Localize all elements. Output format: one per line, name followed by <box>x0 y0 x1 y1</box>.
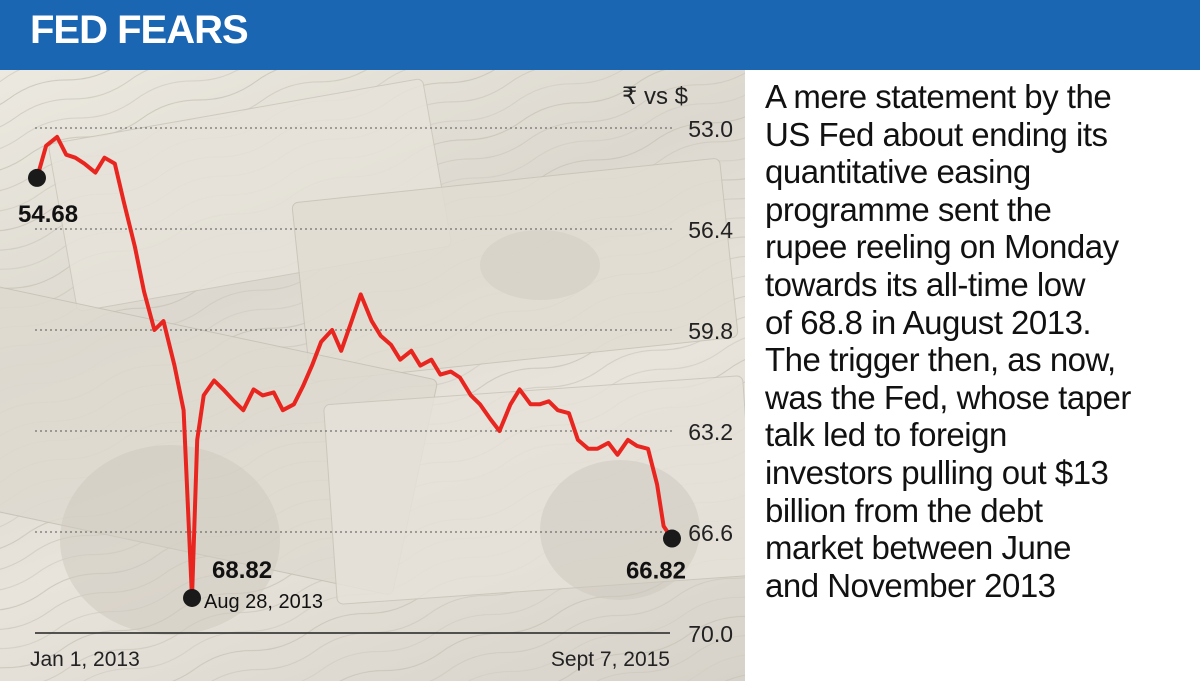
description-line: of 68.8 in August 2013. <box>765 303 1092 341</box>
description-line: rupee reeling on Monday <box>765 228 1119 266</box>
line-chart: 53.0 56.4 59.8 63.2 66.6 70.0 ₹ vs $ 54.68 68.… <box>0 70 745 681</box>
y-tick-label: 56.4 <box>688 217 733 243</box>
grid-lines <box>35 127 672 533</box>
description-line: quantitative easing <box>765 153 1031 191</box>
y-tick-label: 63.2 <box>688 419 733 445</box>
y-tick-label: 53.0 <box>688 116 733 142</box>
description-line: market between June <box>765 529 1072 567</box>
y-tick-label: 59.8 <box>688 318 733 344</box>
description-line: The trigger then, as now, <box>765 341 1116 379</box>
annotation-marker <box>183 588 202 607</box>
y-tick-label: 70.0 <box>688 621 733 647</box>
description-line: programme sent the <box>765 190 1052 228</box>
description-line: A mere statement by the <box>765 78 1112 115</box>
description-line: investors pulling out $13 <box>765 453 1109 491</box>
x-start-label: Jan 1, 2013 <box>30 648 140 671</box>
exchange-rate-line <box>35 134 674 600</box>
description-line: US Fed about ending its <box>765 115 1108 153</box>
annotation-value-label: 54.68 <box>18 201 78 228</box>
annotation-marker <box>28 168 46 187</box>
description-text: A mere statement by the US Fed about endi… <box>765 78 1185 604</box>
annotation-markers: 54.68 68.82 Aug 28, 2013 66.82 <box>18 168 686 613</box>
description-line: towards its all-time low <box>765 265 1085 303</box>
annotation-marker <box>663 529 681 548</box>
description-line: was the Fed, whose taper <box>765 378 1131 416</box>
description-line: billion from the debt <box>765 491 1043 529</box>
y-axis-ticks: 53.0 56.4 59.8 63.2 66.6 70.0 <box>688 116 733 647</box>
header-bar: FED FEARS <box>0 0 1200 70</box>
y-tick-label: 66.6 <box>688 520 733 546</box>
series-label: ₹ vs $ <box>622 83 688 110</box>
annotation-value-label: 66.82 <box>626 558 686 585</box>
description-line: talk led to foreign <box>765 416 1007 454</box>
annotation-value-label: 68.82 <box>212 557 272 584</box>
line-series <box>35 134 674 600</box>
x-end-label: Sept 7, 2015 <box>551 648 670 671</box>
chart-title: FED FEARS <box>30 8 249 52</box>
annotation-date-label: Aug 28, 2013 <box>204 591 323 613</box>
chart-panel: 53.0 56.4 59.8 63.2 66.6 70.0 ₹ vs $ 54.68 68.… <box>0 70 745 681</box>
description-line: and November 2013 <box>765 566 1056 604</box>
